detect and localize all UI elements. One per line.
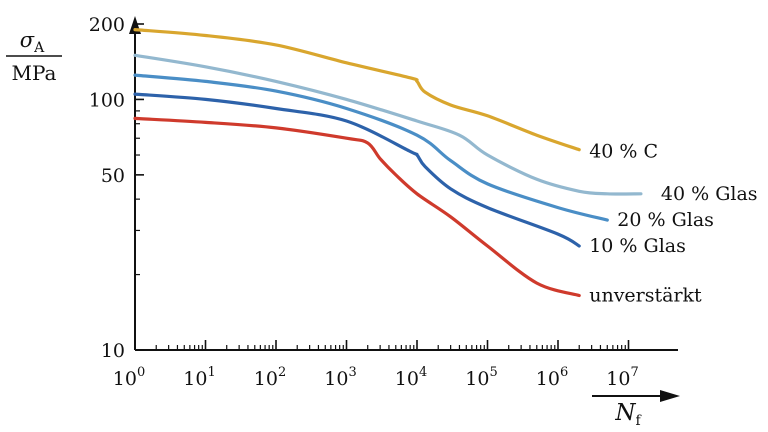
series-label: unverstärkt: [589, 285, 702, 307]
x-tick-label: 107: [606, 365, 638, 390]
x-axis-label: Nf: [614, 400, 642, 429]
series-label: 20 % Glas: [617, 209, 714, 231]
series-label: 40 % C: [589, 141, 658, 163]
x-tick-label: 102: [254, 365, 286, 390]
series-line: [133, 53, 643, 196]
y-tick-label: 50: [101, 165, 125, 187]
x-axis-arrow: [660, 390, 680, 402]
y-axis-label-symbol: σA: [20, 28, 45, 56]
chart-labels-layer: 40 % C40 % Glas 20 % Glas 10 % Glas unverst…: [589, 141, 757, 307]
x-tick-label: 100: [113, 365, 145, 390]
series-label: 10 % Glas: [589, 235, 686, 257]
series-label: 40 % Glas: [661, 183, 758, 205]
series-line: [133, 92, 581, 248]
x-tick-label: 104: [395, 365, 427, 390]
chart-series-layer: [133, 28, 643, 298]
series-line: [133, 116, 581, 298]
y-tick-label: 100: [89, 89, 125, 111]
y-axis-label-unit: MPa: [12, 61, 57, 85]
x-tick-label: 103: [324, 365, 356, 390]
series-line: [133, 73, 609, 222]
y-tick-label: 10: [101, 340, 125, 362]
y-tick-label: 200: [89, 14, 125, 36]
series-line: [133, 28, 581, 152]
x-tick-label: 105: [465, 365, 497, 390]
x-tick-label: 106: [536, 365, 568, 390]
chart-axes: 10 50 100 200 100 101 102 103 104 105 106 107: [89, 14, 680, 402]
x-tick-label: 101: [183, 365, 215, 390]
